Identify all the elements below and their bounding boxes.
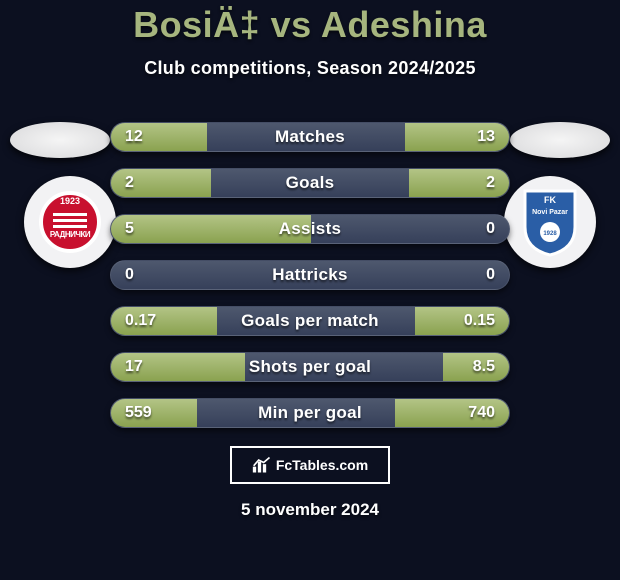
stat-value-right: 13 bbox=[429, 128, 509, 146]
stat-value-right: 2 bbox=[429, 174, 509, 192]
stat-row: 2Goals2 bbox=[110, 168, 510, 198]
crest-radnicki-icon: 1923 РАДНИЧКИ bbox=[39, 191, 101, 253]
svg-text:1928: 1928 bbox=[543, 231, 557, 237]
stat-label: Goals bbox=[191, 173, 429, 193]
club-crest-left: 1923 РАДНИЧКИ bbox=[24, 176, 116, 268]
stat-row: 5Assists0 bbox=[110, 214, 510, 244]
stat-row: 17Shots per goal8.5 bbox=[110, 352, 510, 382]
crest-left-text: РАДНИЧКИ bbox=[48, 230, 92, 239]
club-crest-right: FK Novi Pazar 1928 bbox=[504, 176, 596, 268]
stat-value-left: 0 bbox=[111, 266, 191, 284]
stat-row: 0Hattricks0 bbox=[110, 260, 510, 290]
brand-box: FcTables.com bbox=[230, 446, 390, 484]
stat-label: Goals per match bbox=[191, 311, 429, 331]
page-title: BosiÄ‡ vs Adeshina bbox=[0, 0, 620, 46]
stat-value-left: 0.17 bbox=[111, 312, 191, 330]
stat-value-right: 0 bbox=[429, 220, 509, 238]
stat-value-left: 5 bbox=[111, 220, 191, 238]
stat-value-left: 2 bbox=[111, 174, 191, 192]
stat-value-right: 0.15 bbox=[429, 312, 509, 330]
bars-chart-icon bbox=[252, 456, 272, 474]
svg-text:Novi Pazar: Novi Pazar bbox=[532, 209, 568, 216]
stat-row: 12Matches13 bbox=[110, 122, 510, 152]
stat-value-right: 0 bbox=[429, 266, 509, 284]
stat-row: 0.17Goals per match0.15 bbox=[110, 306, 510, 336]
stat-value-left: 559 bbox=[111, 404, 191, 422]
stat-label: Assists bbox=[191, 219, 429, 239]
page-subtitle: Club competitions, Season 2024/2025 bbox=[0, 58, 620, 79]
stat-label: Matches bbox=[191, 127, 429, 147]
player-photo-right bbox=[510, 122, 610, 158]
stat-value-left: 17 bbox=[111, 358, 191, 376]
stat-label: Min per goal bbox=[191, 403, 429, 423]
crest-bars-icon bbox=[53, 210, 87, 228]
stat-value-left: 12 bbox=[111, 128, 191, 146]
crest-novipazar-icon: FK Novi Pazar 1928 bbox=[520, 187, 580, 257]
date-label: 5 november 2024 bbox=[0, 500, 620, 520]
stat-label: Hattricks bbox=[191, 265, 429, 285]
stat-label: Shots per goal bbox=[191, 357, 429, 377]
stat-value-right: 8.5 bbox=[429, 358, 509, 376]
brand-label: FcTables.com bbox=[276, 457, 368, 473]
stat-row: 559Min per goal740 bbox=[110, 398, 510, 428]
stats-container: 12Matches132Goals25Assists00Hattricks00.… bbox=[110, 122, 510, 444]
crest-left-year: 1923 bbox=[60, 197, 80, 206]
player-photo-left bbox=[10, 122, 110, 158]
stat-value-right: 740 bbox=[429, 404, 509, 422]
svg-text:FK: FK bbox=[544, 195, 556, 205]
